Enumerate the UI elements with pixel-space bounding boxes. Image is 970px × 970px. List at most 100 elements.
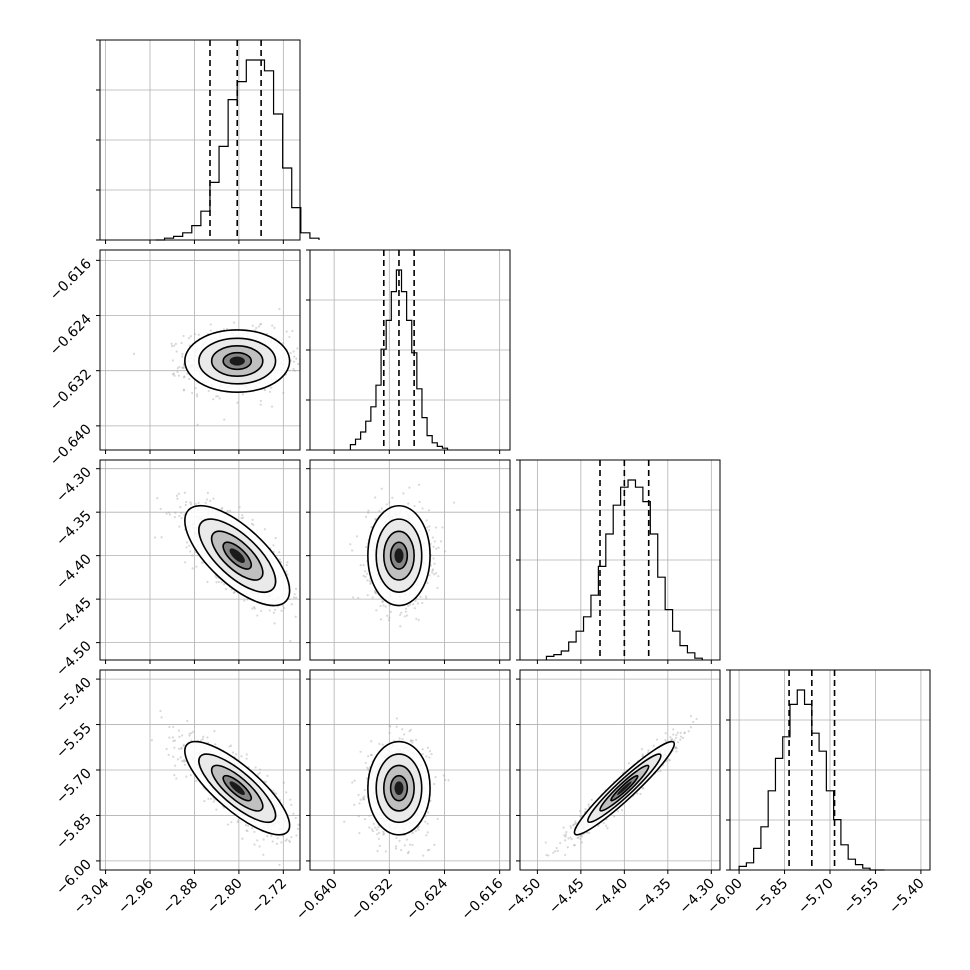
sample-point (213, 729, 216, 733)
sample-point (171, 373, 175, 376)
sample-point (215, 576, 218, 579)
sample-point (216, 395, 220, 398)
density-core (229, 548, 245, 563)
sample-point (362, 574, 365, 577)
sample-point (294, 596, 298, 599)
x-tick-label: −0.624 (403, 875, 451, 923)
scatter-cloud-3-1 (343, 717, 450, 857)
sample-point (263, 528, 267, 531)
sample-point (428, 525, 431, 528)
sample-point (274, 536, 277, 540)
sample-point (367, 767, 370, 771)
sample-point (411, 741, 414, 744)
sample-point (194, 387, 197, 390)
sample-point (425, 519, 428, 522)
sample-point (150, 739, 153, 742)
sample-point (209, 329, 212, 332)
sample-point (376, 833, 379, 836)
sample-point (217, 580, 221, 584)
sample-point (400, 848, 403, 852)
sample-point (426, 831, 429, 834)
sample-point (246, 829, 249, 832)
sample-point (371, 596, 374, 599)
sample-point (236, 401, 239, 404)
panel-grid-3-1 (310, 670, 510, 870)
sample-point (382, 830, 385, 833)
sample-point (417, 483, 421, 486)
y-tick-label: −0.616 (47, 256, 95, 304)
sample-point (182, 366, 185, 369)
sample-point (411, 739, 414, 742)
sample-point (303, 831, 305, 833)
sample-point (425, 755, 428, 758)
sample-point (367, 755, 370, 758)
sample-point (367, 509, 370, 512)
sample-point (260, 322, 263, 326)
sample-point (401, 738, 404, 741)
sample-point (378, 742, 381, 746)
sample-point (262, 838, 265, 841)
sample-point (226, 509, 229, 513)
sample-point (431, 569, 434, 572)
contour-1 (198, 518, 277, 593)
sample-point (181, 352, 184, 356)
sample-point (259, 323, 262, 326)
sample-point (258, 845, 261, 848)
panel-frame-2-1 (309, 459, 511, 661)
contour-2 (382, 530, 415, 581)
scatter-cloud-2-0 (153, 491, 300, 643)
sample-point (432, 557, 435, 560)
sample-point (296, 827, 299, 830)
panel-axes-0-0 (96, 39, 284, 244)
sample-point (236, 820, 239, 824)
sample-point (175, 777, 178, 780)
sample-point (185, 500, 188, 504)
sample-point (237, 819, 240, 822)
sample-point (176, 758, 180, 761)
sample-point (676, 731, 679, 734)
sample-point (160, 716, 163, 719)
sample-point (574, 821, 578, 825)
sample-point (173, 344, 176, 347)
sample-point (382, 833, 385, 836)
sample-point (297, 362, 300, 366)
sample-point (683, 732, 686, 735)
panel-axes-2-2 (516, 459, 712, 664)
sample-point (180, 511, 183, 514)
sample-point (173, 746, 176, 749)
sample-point (407, 850, 410, 853)
sample-point (294, 587, 298, 590)
sample-point (356, 535, 359, 538)
sample-point (180, 341, 183, 345)
contour-0 (184, 329, 291, 393)
sample-point (311, 363, 313, 365)
sample-point (370, 753, 373, 757)
sample-point (284, 839, 287, 842)
contour-3 (222, 774, 253, 802)
sample-point (196, 423, 199, 426)
sample-point (292, 367, 295, 371)
sample-point (433, 562, 436, 565)
sample-point (388, 724, 391, 727)
x-tick-label: −0.616 (459, 875, 507, 923)
sample-point (403, 844, 406, 847)
sample-point (291, 329, 294, 333)
sample-point (180, 734, 184, 737)
sample-point (178, 514, 181, 518)
sample-point (273, 326, 276, 329)
sample-point (407, 502, 410, 505)
sample-point (382, 604, 385, 607)
sample-point (259, 403, 262, 406)
sample-point (363, 818, 367, 821)
sample-point (379, 604, 382, 608)
sample-point (209, 797, 213, 800)
sample-point (289, 798, 292, 801)
scatter-cloud-3-2 (544, 714, 698, 857)
sample-point (252, 523, 255, 526)
sample-point (182, 743, 185, 746)
panel-axes-3-3: −6.00 −5.85 −5.70 −5.55 −5.40 (704, 669, 928, 917)
sample-point (240, 517, 243, 520)
sample-point (175, 350, 178, 353)
contour-3 (389, 541, 409, 570)
sample-point (389, 610, 392, 613)
